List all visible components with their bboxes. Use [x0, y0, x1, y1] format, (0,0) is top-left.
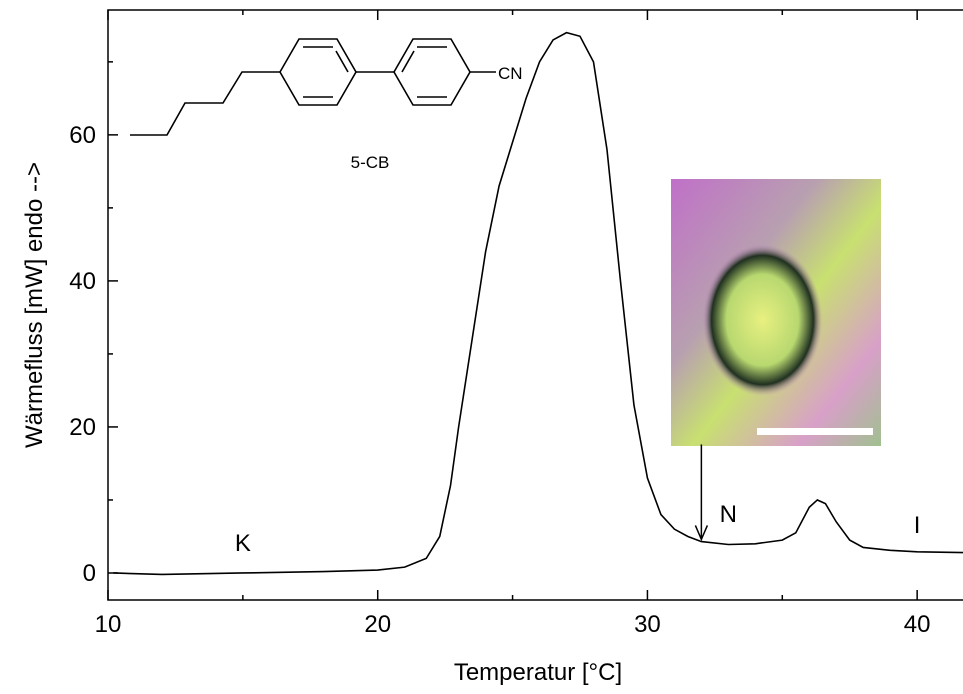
y-tick-label: 0	[83, 560, 96, 587]
molecule	[130, 38, 496, 136]
molecule-group: CN	[498, 64, 523, 83]
annotation: K	[235, 530, 251, 557]
annotation: N	[720, 501, 737, 528]
x-tick-label: 40	[904, 611, 931, 638]
x-axis-label: Temperatur [°C]	[454, 659, 622, 686]
y-tick-label: 40	[69, 268, 96, 295]
x-tick-label: 30	[634, 611, 661, 638]
annotation: I	[914, 512, 921, 539]
molecule-name: 5-CB	[351, 153, 390, 172]
axis-frame	[107, 9, 963, 601]
x-tick-label: 10	[95, 611, 122, 638]
x-tick-label: 20	[364, 611, 391, 638]
arrow-head	[694, 525, 709, 542]
micrograph-inset	[671, 179, 881, 446]
y-tick-label: 60	[69, 122, 96, 149]
y-axis-label: Wärmefluss [mW] endo -->	[21, 162, 48, 448]
y-tick-label: 20	[69, 414, 96, 441]
curve	[113, 31, 963, 576]
